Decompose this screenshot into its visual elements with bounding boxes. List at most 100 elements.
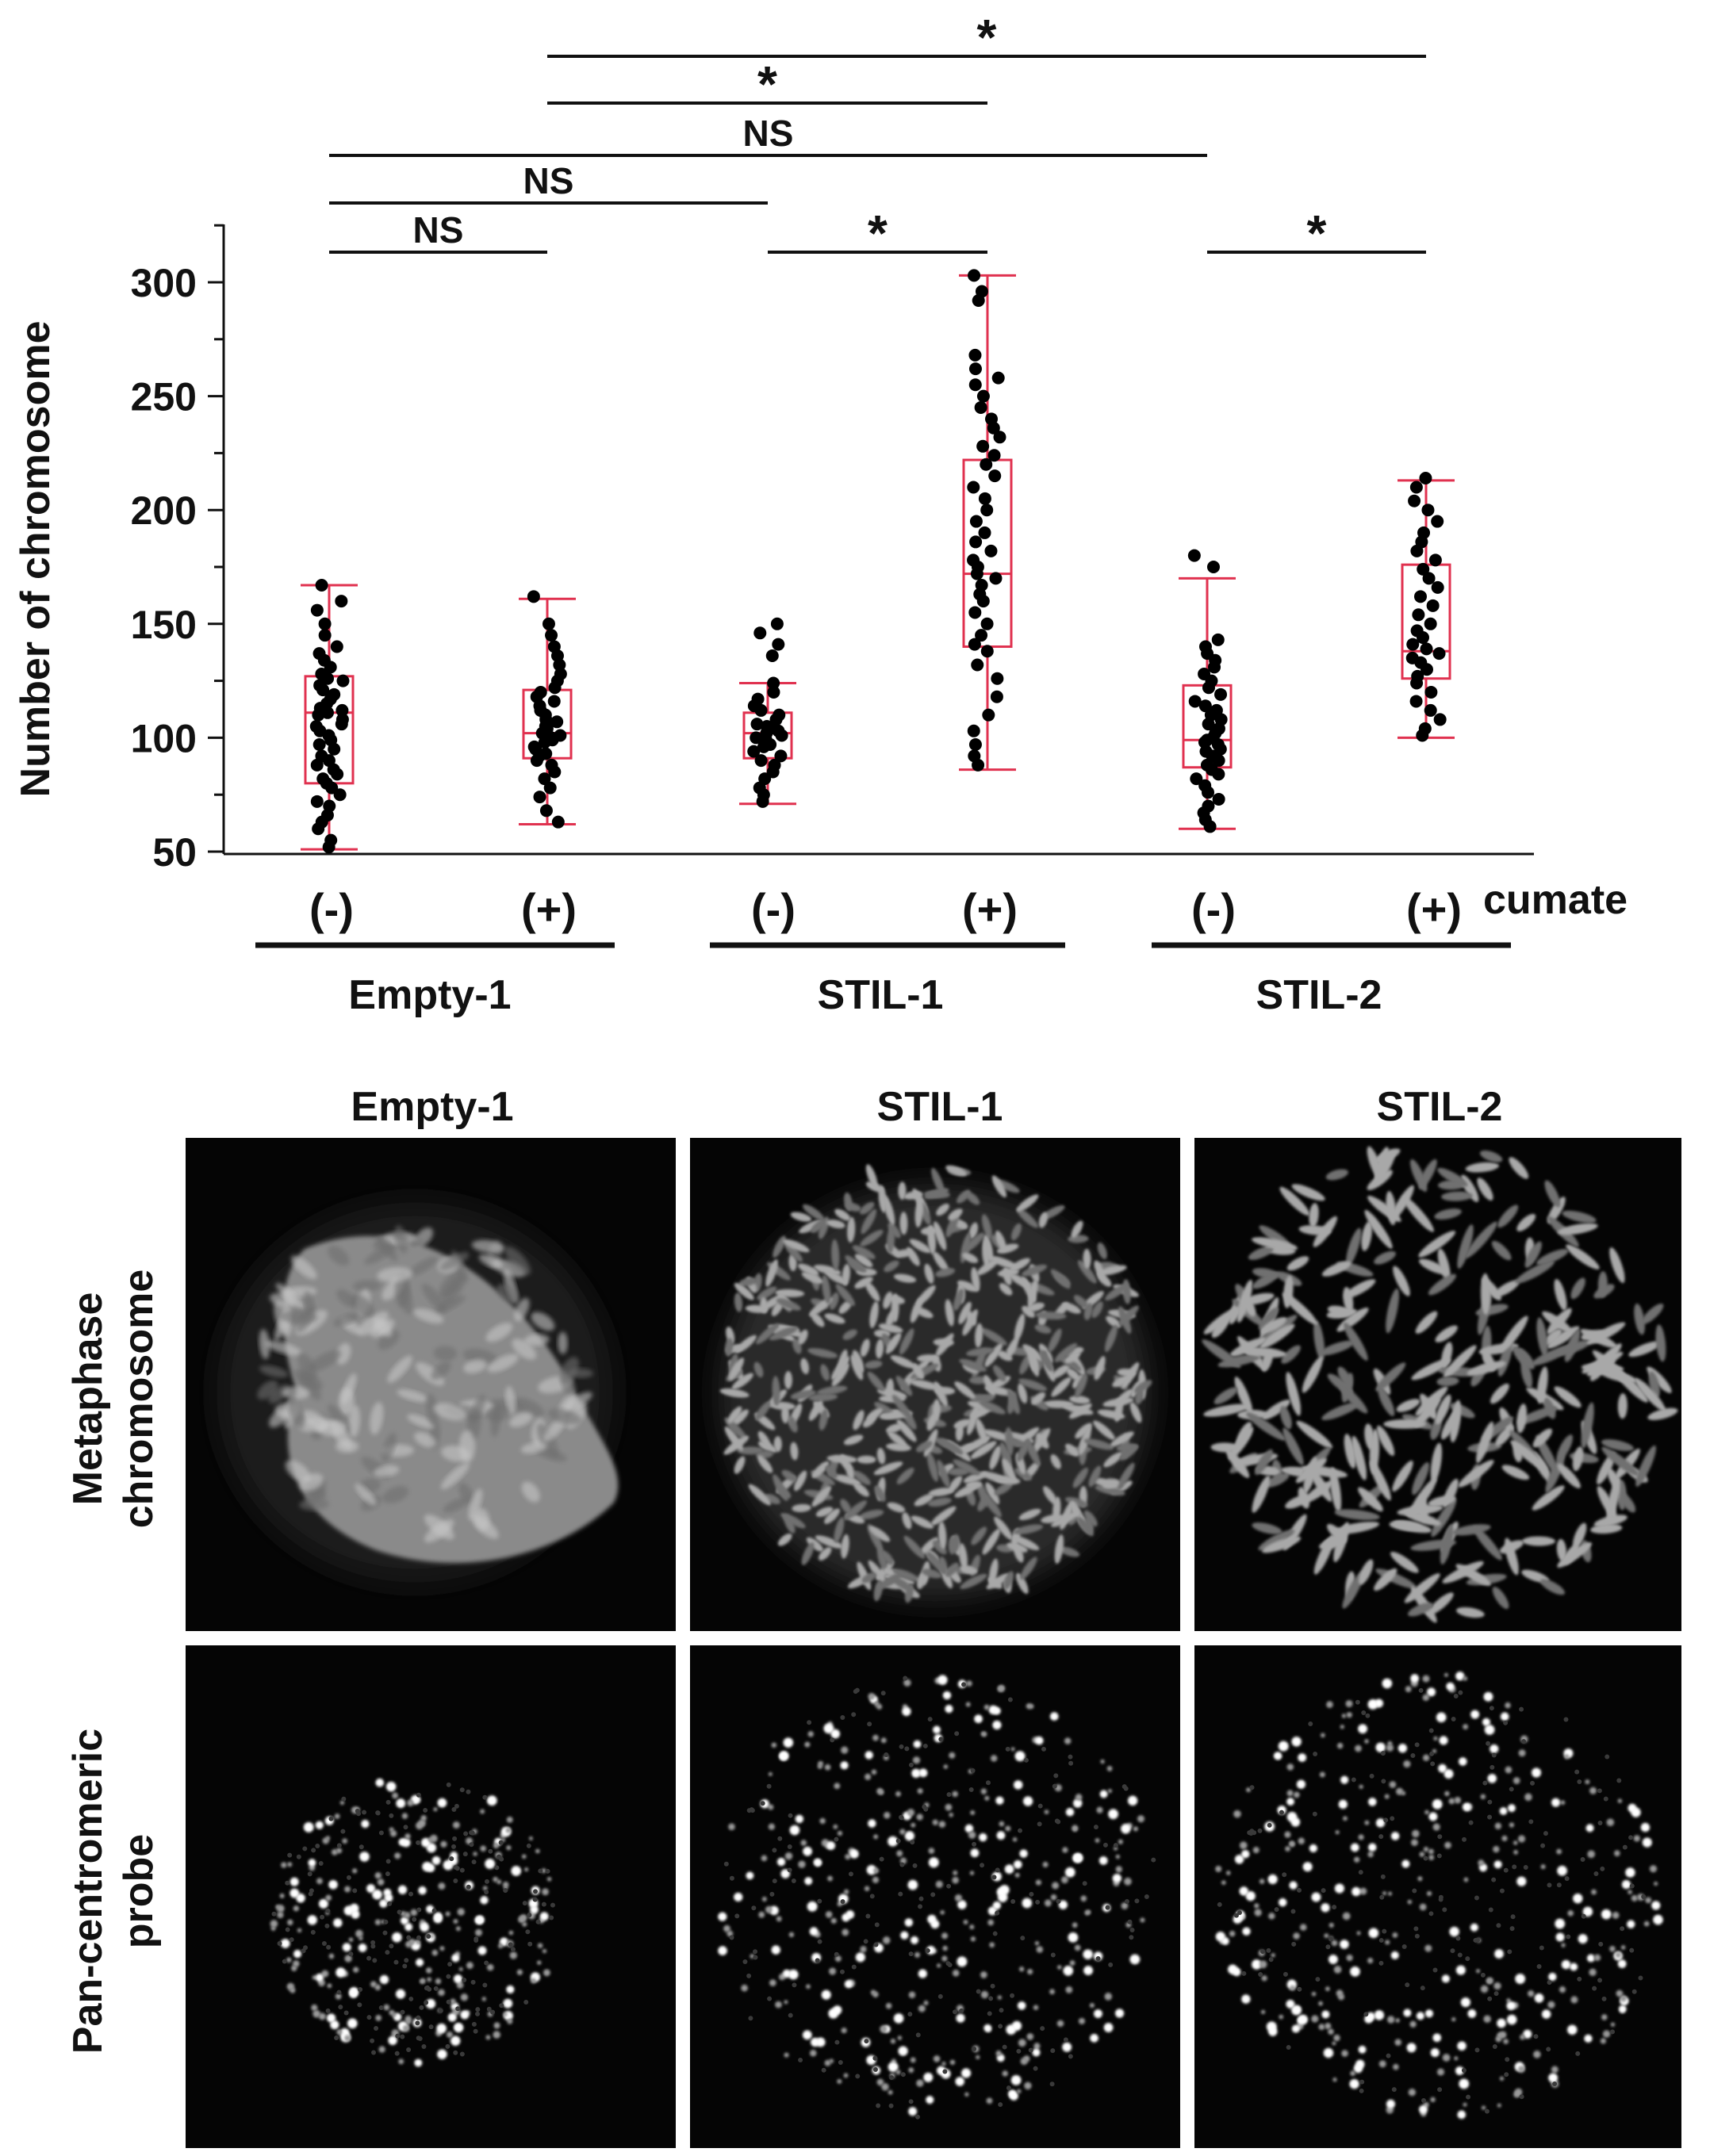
- centromere-spot: [1610, 2022, 1616, 2027]
- centromere-spot: [1358, 1834, 1364, 1840]
- background-signal: [417, 2035, 423, 2041]
- centromere-spot: [918, 1768, 928, 1778]
- centromere-spot: [1442, 2054, 1451, 2062]
- background-signal: [834, 1951, 839, 1957]
- chromosome: [1344, 1279, 1376, 1298]
- chromosome-texture: [408, 1256, 438, 1277]
- chromosome: [1262, 1536, 1302, 1553]
- chromosome-texture: [424, 1519, 454, 1543]
- chromosome: [775, 1289, 805, 1297]
- centromere-spot: [336, 2029, 343, 2035]
- chromosome: [1071, 1220, 1083, 1239]
- centromere-spot: [508, 1930, 514, 1936]
- data-point: [985, 412, 999, 426]
- background-signal: [848, 1871, 853, 1877]
- centromere-spot: [325, 1836, 331, 1840]
- chromosome: [1635, 1377, 1666, 1411]
- data-point: [336, 674, 350, 687]
- chromosome: [1437, 1167, 1468, 1187]
- centromere-spot: [1654, 1881, 1658, 1886]
- background-signal: [415, 2020, 420, 2026]
- background-signal: [385, 1859, 391, 1864]
- background-signal: [1233, 1913, 1239, 1918]
- chromosome: [962, 1252, 979, 1263]
- background-signal: [999, 2008, 1004, 2013]
- centromere-spot: [1060, 1876, 1068, 1884]
- centromere-spot: [1509, 1822, 1515, 1828]
- centromere-spot: [286, 1957, 292, 1963]
- data-point: [1190, 772, 1203, 786]
- centromere-spot: [1428, 1812, 1438, 1821]
- centromere-spot: [860, 1946, 867, 1953]
- chromosome: [1435, 1325, 1458, 1342]
- y-tick-label: 300: [131, 261, 197, 305]
- background-signal: [915, 2114, 921, 2120]
- chromosome-texture: [285, 1460, 311, 1483]
- centromere-spot: [884, 1812, 891, 1819]
- background-signal: [499, 2003, 504, 2009]
- chromosome: [1431, 1499, 1457, 1538]
- chromosome: [887, 1430, 907, 1448]
- chromosome: [1083, 1510, 1098, 1527]
- background-signal: [1496, 1923, 1501, 1928]
- centromere-spot: [1018, 2039, 1026, 2047]
- centromere-spot: [1364, 1820, 1370, 1825]
- centromere-spot: [908, 2067, 914, 2074]
- background-signal: [287, 1852, 293, 1858]
- background-signal: [729, 1935, 734, 1940]
- centromere-spot: [1215, 1932, 1226, 1942]
- background-signal: [1523, 1864, 1528, 1870]
- chromosome: [1562, 1210, 1597, 1224]
- chromosome: [1265, 1472, 1290, 1488]
- background-signal: [899, 1744, 904, 1749]
- centromere-spot: [1083, 1949, 1093, 1959]
- background-signal: [987, 2011, 992, 2016]
- background-signal: [1020, 1936, 1026, 1941]
- background-signal: [400, 2034, 405, 2039]
- background-signal: [1530, 1780, 1536, 1786]
- centromere-spot: [335, 1967, 346, 1978]
- chromosome: [1428, 1592, 1454, 1615]
- chromosome-texture: [257, 1380, 278, 1400]
- background-signal: [895, 1838, 901, 1844]
- chromosome: [1520, 1360, 1533, 1388]
- chromosome: [980, 1327, 1007, 1346]
- background-signal: [1597, 1978, 1603, 1983]
- centromere-spot: [842, 1928, 849, 1936]
- chromosome: [1104, 1324, 1118, 1353]
- background-signal: [1566, 1934, 1571, 1940]
- background-signal: [484, 1960, 489, 1966]
- chromosome-texture: [524, 1334, 550, 1346]
- centromere-spot: [1284, 1831, 1291, 1838]
- centromere-spot: [1016, 2089, 1022, 2094]
- centromere-spot: [1432, 1823, 1440, 1831]
- metaphase-image-stil-2: [1194, 1138, 1681, 1631]
- centromere-spot: [1089, 2003, 1095, 2009]
- background-signal: [872, 2066, 878, 2072]
- background-signal: [1312, 1811, 1317, 1817]
- centromere-spot: [1094, 2009, 1102, 2019]
- chromosome: [1376, 1425, 1395, 1457]
- centromere-spot: [1625, 1867, 1635, 1878]
- centromere-spot: [1617, 1798, 1623, 1803]
- chromosome: [860, 1338, 870, 1358]
- background-signal: [1351, 1777, 1356, 1783]
- centromere-spot: [904, 1831, 914, 1841]
- centromere-spot: [1298, 1753, 1307, 1762]
- centromere-spot: [928, 1857, 939, 1868]
- micrograph-panels: [186, 1138, 1681, 2148]
- chromosome: [886, 1423, 903, 1434]
- chromosome: [994, 1482, 1013, 1495]
- centromere-spot: [1451, 2016, 1456, 2022]
- centromere-spot: [1506, 2001, 1516, 2011]
- chromosome: [1003, 1571, 1014, 1590]
- centromere-spot: [980, 1971, 987, 1978]
- chromosome: [811, 1486, 832, 1507]
- background-signal: [424, 1985, 430, 1990]
- background-signal: [459, 1867, 465, 1873]
- background-signal: [1597, 1788, 1602, 1794]
- centromere-spot: [455, 1926, 461, 1932]
- chromosome: [723, 1435, 750, 1455]
- background-signal: [1006, 2085, 1011, 2091]
- centromere-spot: [506, 1816, 513, 1823]
